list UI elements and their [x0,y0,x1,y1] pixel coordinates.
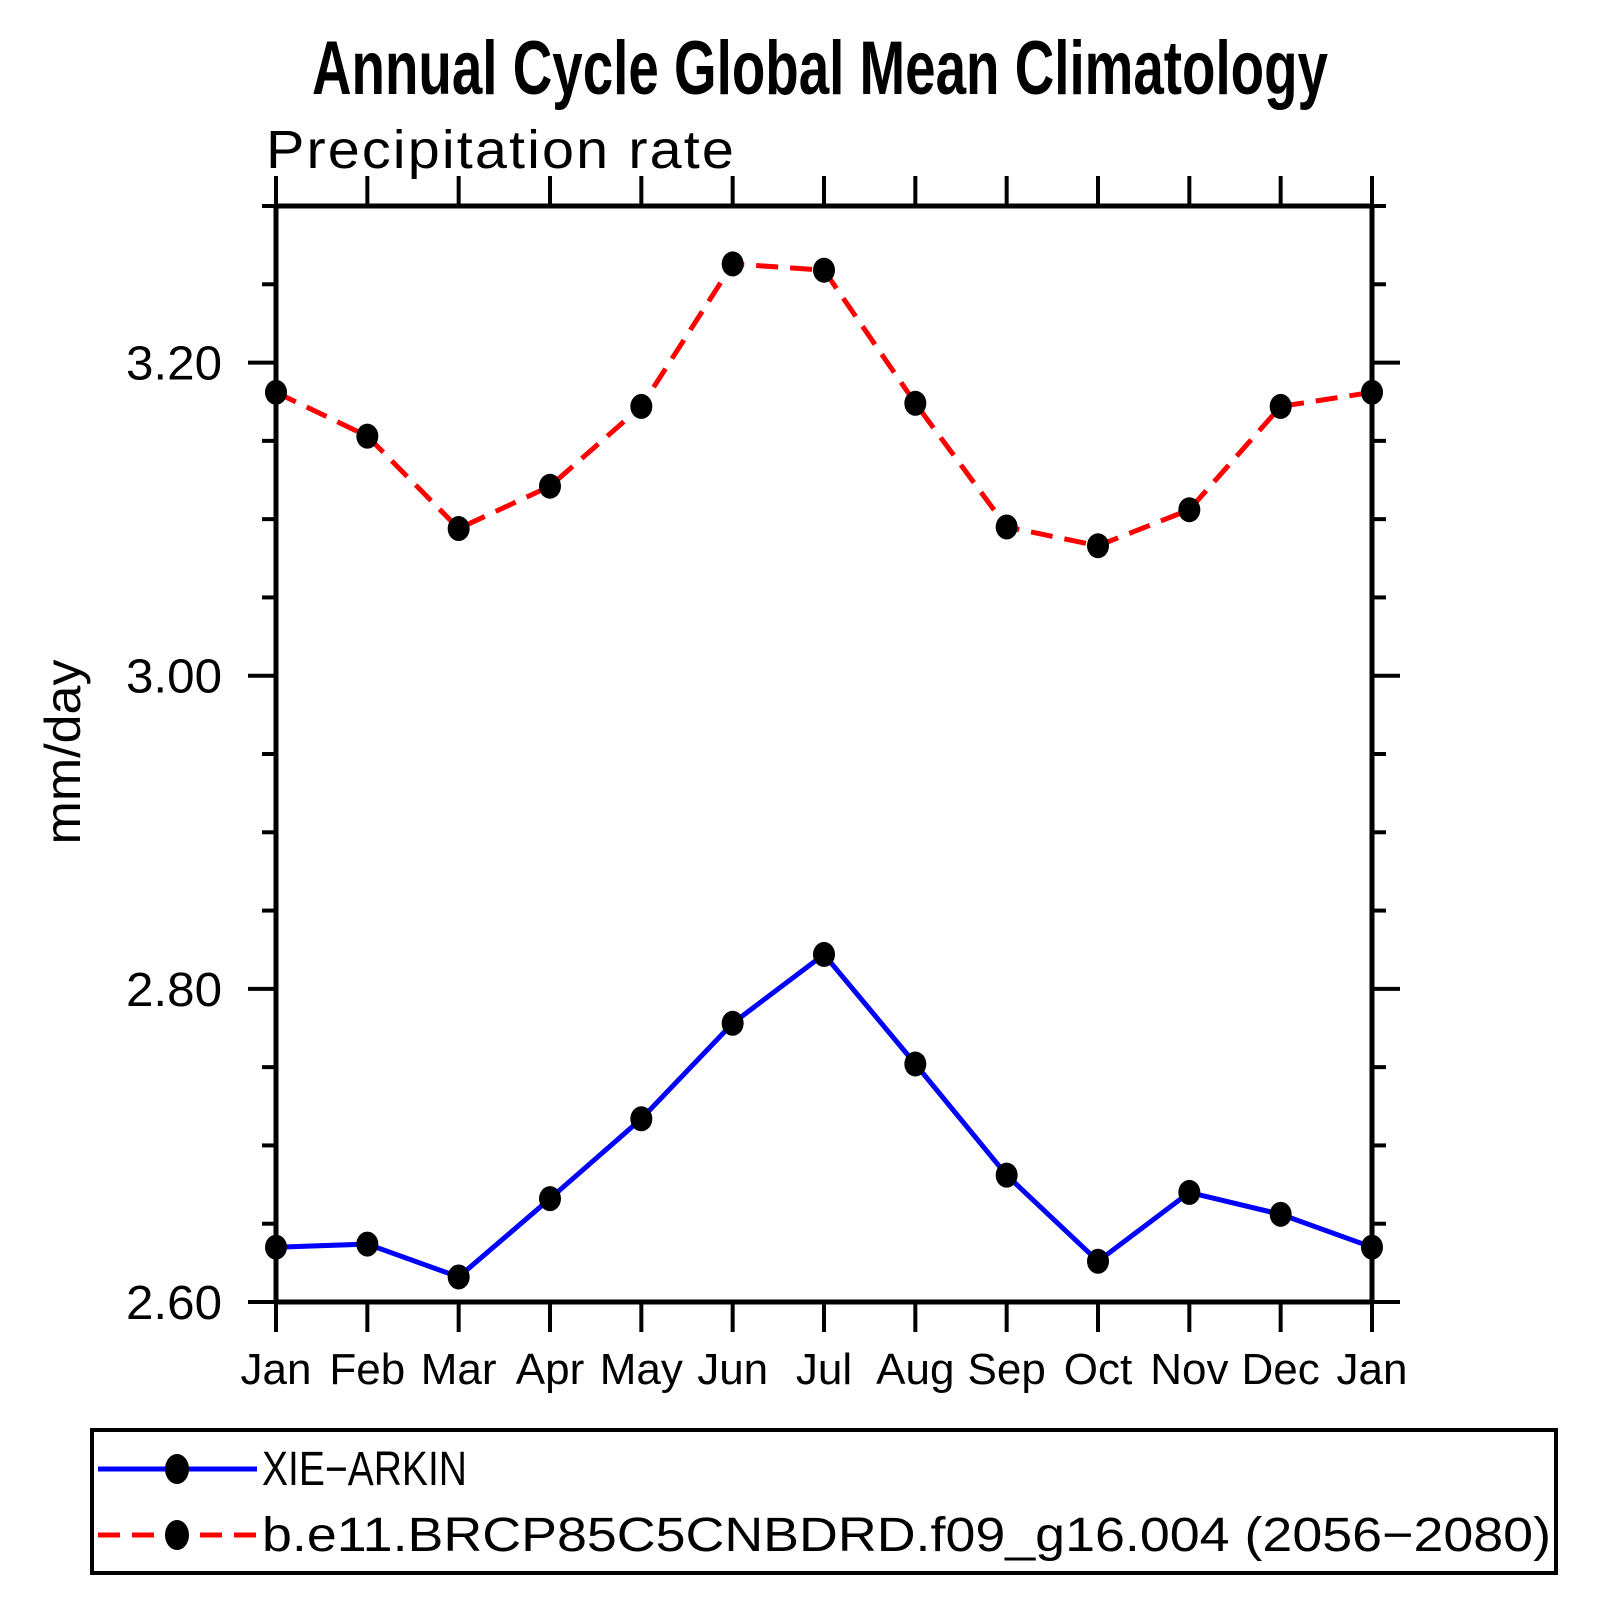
data-point-series-1 [813,257,835,283]
legend-label-model: b.e11.BRCP85C5CNBDRD.f09_g16.004 (2056−2… [262,1509,1551,1562]
x-tick-label: Feb [329,1345,405,1394]
data-point-series-0 [630,1106,653,1132]
data-point-series-1 [630,393,653,419]
data-point-series-1 [447,516,470,542]
x-tick-label: Nov [1150,1345,1228,1394]
data-point-series-1 [1361,379,1383,405]
x-tick-label: May [600,1345,683,1394]
data-point-series-0 [995,1162,1018,1188]
data-point-series-0 [1361,1234,1383,1260]
plot-area: 2.60 2.80 3.00 3.20 Jan Feb Mar Apr May Jun Jul Aug… [126,176,1407,1394]
legend-label-xie-arkin: XIE−ARKIN [262,1443,467,1496]
data-point-series-1 [904,390,927,416]
legend-box: XIE−ARKIN b.e11.BRCP85C5CNBDRD.f09_g16.0… [90,1428,1558,1575]
data-point-series-1 [265,379,287,405]
x-tick-label: Jan [1337,1345,1408,1394]
x-tick-label: Mar [421,1345,497,1394]
x-tick-label: Jan [241,1345,312,1394]
chart-title: Annual Cycle Global Mean Climatology [312,26,1328,111]
data-point-series-1 [1178,497,1201,523]
data-point-series-0 [813,941,835,967]
x-tick-label: Apr [516,1345,584,1394]
x-tick-label: Aug [876,1345,954,1394]
data-point-series-0 [539,1186,561,1212]
data-point-series-1 [539,473,561,499]
legend-border [90,1428,1558,1575]
y-tick-label: 3.20 [126,338,222,391]
legend-marker-dot [165,1454,189,1484]
data-point-series-1 [1269,393,1292,419]
data-point-series-0 [1087,1248,1109,1274]
chart-subtitle: Precipitation rate [266,120,736,180]
data-point-series-1 [995,514,1018,540]
x-tick-label: Dec [1242,1345,1320,1394]
x-tick-label: Sep [968,1345,1046,1394]
y-tick-label: 2.60 [126,1277,222,1330]
y-tick-label: 2.80 [126,964,222,1017]
data-point-series-1 [721,251,744,277]
x-tick-label: Oct [1064,1345,1132,1394]
series-line-0 [275,950,1373,1280]
legend-marker-dot [165,1520,189,1550]
data-point-series-0 [1178,1179,1201,1205]
data-point-series-0 [356,1231,379,1257]
data-point-series-0 [447,1264,470,1290]
x-tick-label: Jul [796,1345,852,1394]
data-point-series-0 [904,1051,927,1077]
data-point-series-1 [356,423,379,449]
data-point-series-1 [1087,533,1109,559]
legend-item-model: b.e11.BRCP85C5CNBDRD.f09_g16.004 (2056−2… [98,1509,1551,1562]
y-tick-label: 3.00 [126,651,222,704]
legend-item-xie-arkin: XIE−ARKIN [98,1443,467,1496]
data-point-series-0 [265,1234,287,1260]
data-point-series-0 [721,1010,744,1036]
x-tick-label: Jun [697,1345,768,1394]
y-axis-label: mm/day [35,660,91,845]
data-point-series-0 [1269,1201,1292,1227]
series-line-1 [274,261,1373,549]
